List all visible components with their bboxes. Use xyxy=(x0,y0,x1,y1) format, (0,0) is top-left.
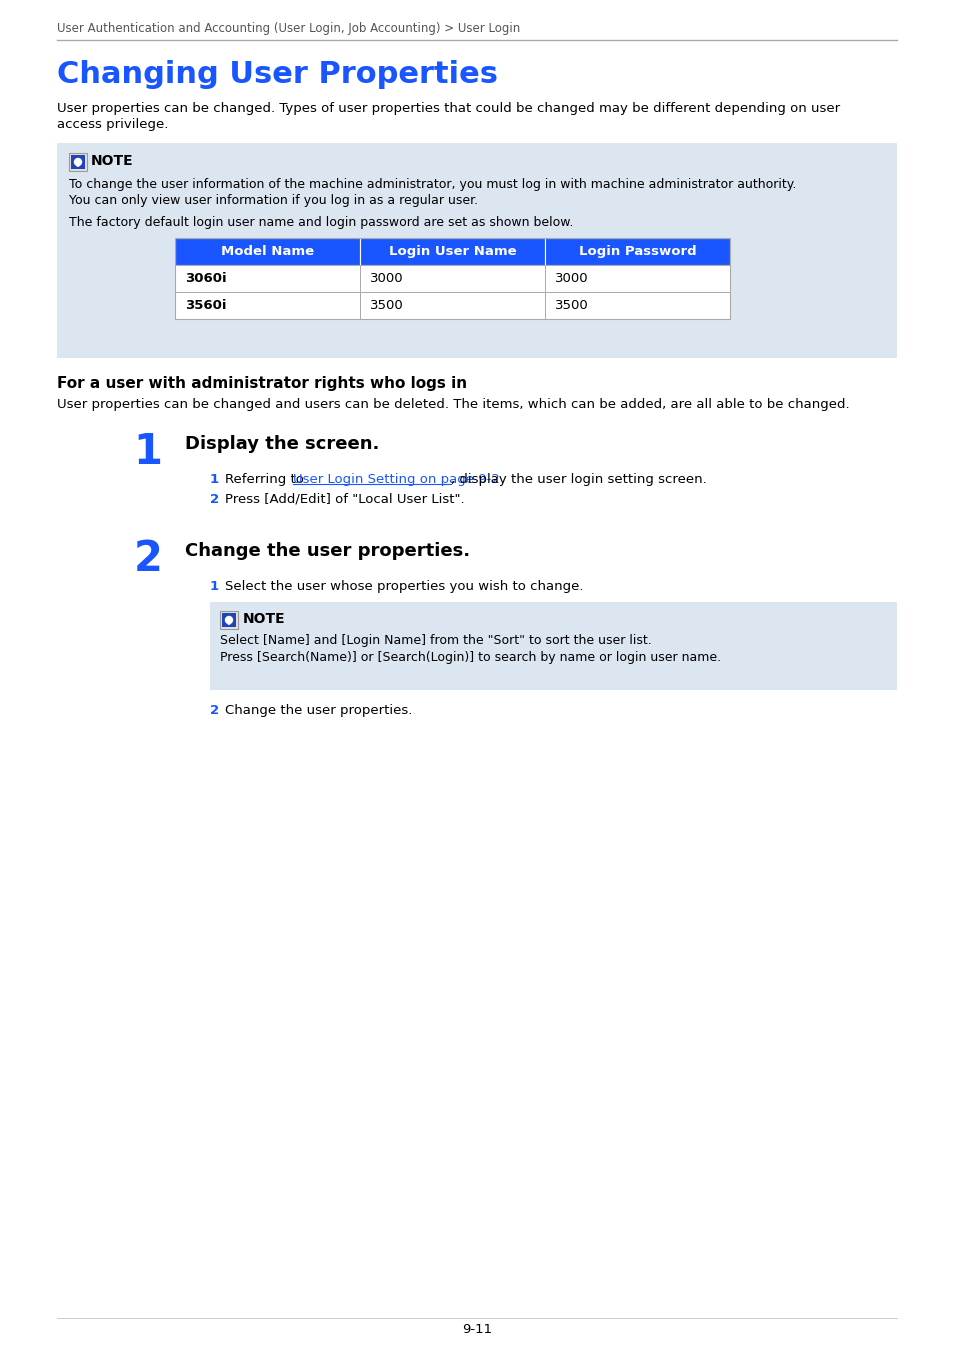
Text: Referring to: Referring to xyxy=(225,472,308,486)
Text: 2: 2 xyxy=(210,703,219,717)
Text: User properties can be changed. Types of user properties that could be changed m: User properties can be changed. Types of… xyxy=(57,103,840,115)
Text: 3500: 3500 xyxy=(555,298,588,312)
Text: Display the screen.: Display the screen. xyxy=(185,435,379,454)
Text: NOTE: NOTE xyxy=(91,154,133,167)
Text: 3000: 3000 xyxy=(370,271,403,285)
Text: NOTE: NOTE xyxy=(243,612,285,626)
Bar xyxy=(57,143,896,358)
Text: 3000: 3000 xyxy=(555,271,588,285)
Bar xyxy=(544,292,729,319)
Text: 1: 1 xyxy=(210,472,219,486)
Text: Change the user properties.: Change the user properties. xyxy=(185,541,470,560)
Text: Select [Name] and [Login Name] from the "Sort" to sort the user list.: Select [Name] and [Login Name] from the … xyxy=(220,634,651,647)
Text: The factory default login user name and login password are set as shown below.: The factory default login user name and … xyxy=(69,216,573,230)
Circle shape xyxy=(77,163,79,166)
Text: 2: 2 xyxy=(210,493,219,506)
Text: User Login Setting on page 9-2: User Login Setting on page 9-2 xyxy=(293,472,499,486)
Text: Change the user properties.: Change the user properties. xyxy=(225,703,412,717)
Text: 3060i: 3060i xyxy=(185,271,227,285)
Bar xyxy=(174,238,729,319)
Text: Press [Search(Name)] or [Search(Login)] to search by name or login user name.: Press [Search(Name)] or [Search(Login)] … xyxy=(220,651,720,664)
Circle shape xyxy=(74,158,81,166)
Bar xyxy=(71,155,85,169)
Text: Login User Name: Login User Name xyxy=(388,244,516,258)
Text: For a user with administrator rights who logs in: For a user with administrator rights who… xyxy=(57,377,467,392)
Text: Model Name: Model Name xyxy=(221,244,314,258)
Text: User Authentication and Accounting (User Login, Job Accounting) > User Login: User Authentication and Accounting (User… xyxy=(57,22,519,35)
Bar xyxy=(359,238,544,265)
Bar xyxy=(544,265,729,292)
Text: User properties can be changed and users can be deleted. The items, which can be: User properties can be changed and users… xyxy=(57,398,849,410)
Bar xyxy=(174,265,359,292)
Text: To change the user information of the machine administrator, you must log in wit: To change the user information of the ma… xyxy=(69,178,796,190)
Bar xyxy=(359,265,544,292)
Circle shape xyxy=(228,622,230,624)
Text: 1: 1 xyxy=(210,580,219,593)
Bar xyxy=(359,292,544,319)
Bar xyxy=(544,238,729,265)
Bar xyxy=(210,602,896,690)
Text: Changing User Properties: Changing User Properties xyxy=(57,59,497,89)
Bar xyxy=(69,153,87,171)
Bar xyxy=(220,612,237,629)
Text: 3560i: 3560i xyxy=(185,298,226,312)
Text: Press [Add/Edit] of "Local User List".: Press [Add/Edit] of "Local User List". xyxy=(225,493,464,506)
Bar xyxy=(222,613,235,626)
Text: You can only view user information if you log in as a regular user.: You can only view user information if yo… xyxy=(69,194,477,207)
Text: , display the user login setting screen.: , display the user login setting screen. xyxy=(450,472,706,486)
Text: 1: 1 xyxy=(133,431,162,472)
Text: 9-11: 9-11 xyxy=(461,1323,492,1336)
Bar xyxy=(174,292,359,319)
Text: Select the user whose properties you wish to change.: Select the user whose properties you wis… xyxy=(225,580,583,593)
Bar xyxy=(174,238,359,265)
Text: Login Password: Login Password xyxy=(578,244,696,258)
Text: access privilege.: access privilege. xyxy=(57,117,168,131)
Circle shape xyxy=(225,617,233,624)
Text: 3500: 3500 xyxy=(370,298,403,312)
Text: 2: 2 xyxy=(133,539,162,580)
